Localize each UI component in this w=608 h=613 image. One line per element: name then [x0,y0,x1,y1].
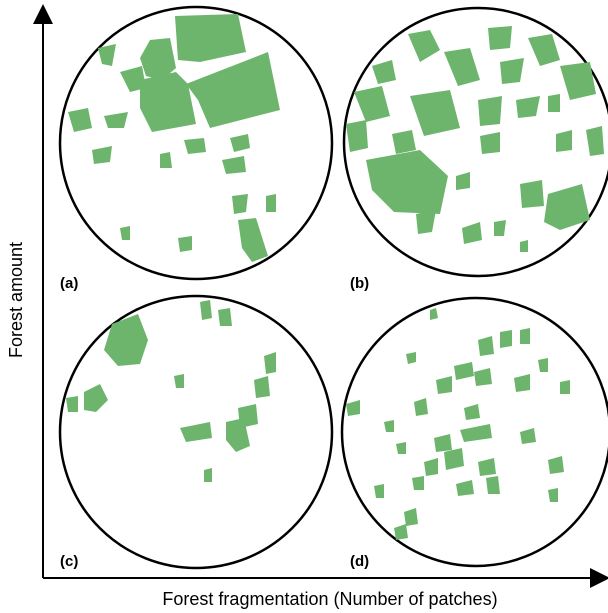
panel-d-label: (d) [350,553,369,570]
panel-c-forest-patches [66,300,276,482]
y-axis-label: Forest amount [6,242,26,358]
panel-c: (c) [58,294,334,570]
panel-d: (d) [340,296,608,570]
panel-b-forest-patches [346,26,604,252]
x-axis-label: Forest fragmentation (Number of patches) [162,589,497,609]
panel-a-forest-patches [68,14,280,262]
panel-a-label: (a) [60,275,78,292]
panel-a: (a) [58,5,334,292]
panel-b: (b) [342,6,608,292]
panel-c-label: (c) [60,553,78,570]
panel-d-forest-patches [346,308,570,540]
panel-b-label: (b) [350,275,369,292]
